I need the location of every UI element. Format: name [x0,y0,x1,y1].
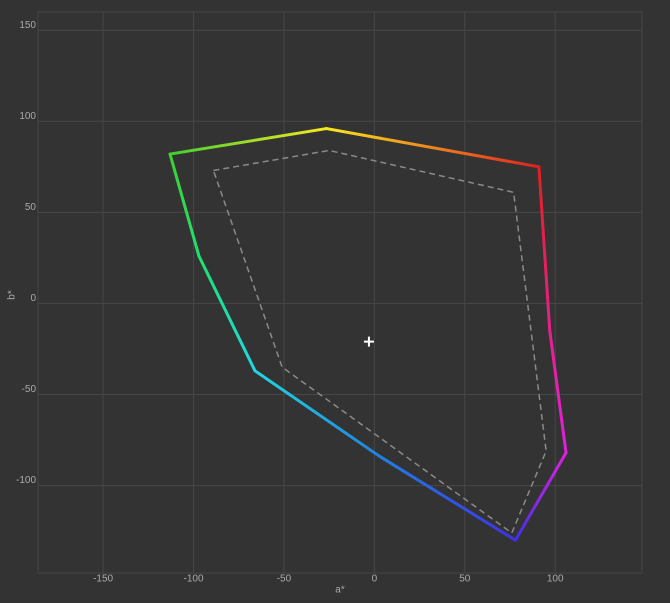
x-tick-label: 0 [372,574,378,585]
y-tick-label: -100 [16,475,36,486]
x-tick-label: -100 [184,574,204,585]
x-axis-label: a* [335,585,345,596]
y-tick-label: 0 [30,293,36,304]
y-tick-label: 50 [25,202,37,213]
x-tick-label: 50 [459,574,471,585]
gamut-edge [513,451,568,542]
gamut-edge [548,329,568,455]
white-point [363,336,374,347]
x-tick-label: -50 [277,574,292,585]
gamut-edge [168,152,201,258]
gamut-edge [378,454,517,542]
y-axis-label: b* [7,290,18,300]
x-tick-label: -150 [93,574,113,585]
gamut-edge [168,127,328,156]
y-tick-label: -50 [22,384,37,395]
y-tick-label: 150 [19,20,36,31]
x-tick-label: 100 [547,574,564,585]
y-tick-label: 100 [19,111,36,122]
gamut-edge [253,369,382,458]
gamut-edge [197,254,257,373]
plot-frame [37,11,643,574]
gamut-edge [324,127,541,169]
gamut-edge [537,165,552,333]
